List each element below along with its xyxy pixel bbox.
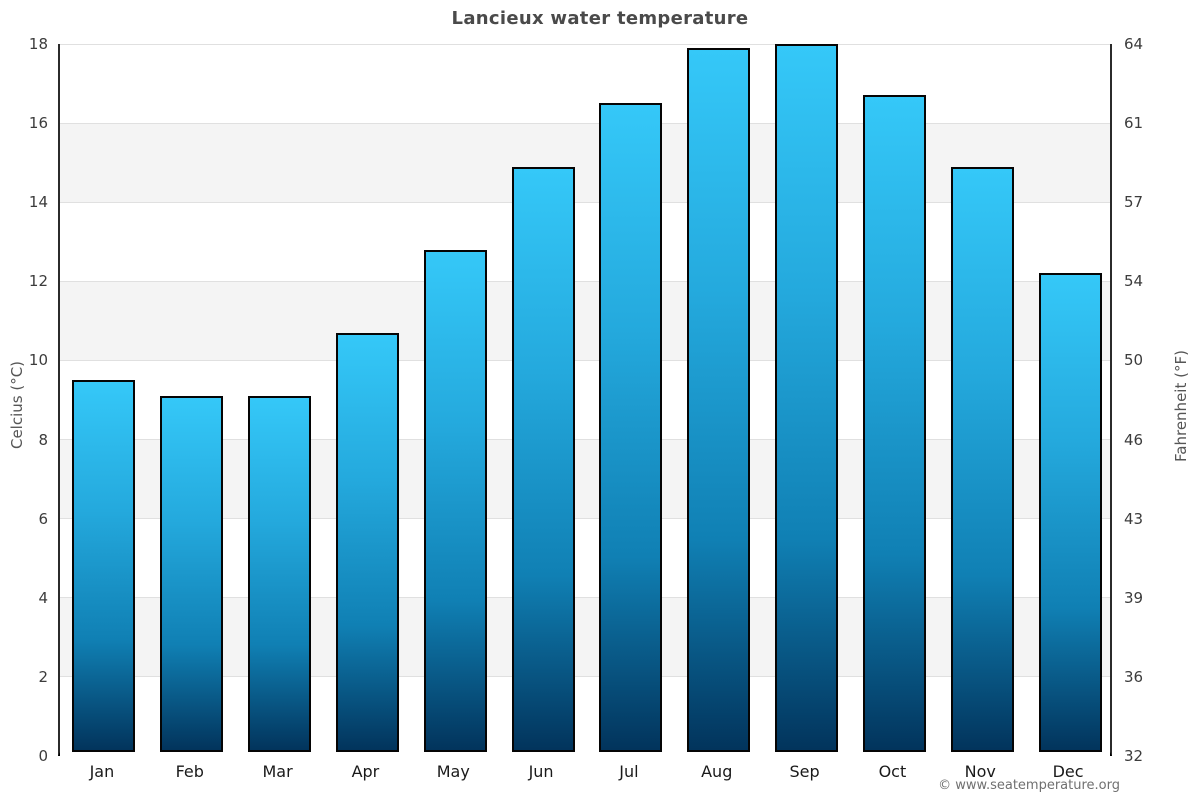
gridline-16c — [60, 122, 1110, 124]
plot-area — [58, 43, 1112, 756]
y-tick-4c: 4 — [38, 588, 48, 607]
gridline-12c — [60, 280, 1110, 282]
bar-may — [423, 249, 487, 752]
y-tick-32f: 32 — [1124, 747, 1144, 765]
bar-jan — [72, 380, 136, 752]
bar-apr — [335, 332, 399, 752]
x-tick-dec: Dec — [1052, 762, 1084, 781]
x-tick-sep: Sep — [789, 762, 820, 781]
plot-band — [60, 439, 1110, 519]
y-tick-18c: 18 — [28, 35, 48, 53]
bar-jun — [511, 166, 575, 752]
bar-mar — [248, 396, 312, 752]
y-tick-36f: 36 — [1124, 667, 1144, 686]
plot-band — [60, 281, 1110, 361]
y-tick-64f: 64 — [1124, 35, 1144, 53]
x-tick-feb: Feb — [175, 762, 204, 781]
y-tick-54f: 54 — [1124, 272, 1144, 291]
y-tick-16c: 16 — [28, 114, 48, 133]
bar-dec — [1038, 273, 1102, 752]
y-tick-12c: 12 — [28, 272, 48, 291]
plot-band — [60, 597, 1110, 677]
x-tick-apr: Apr — [351, 762, 380, 781]
bar-nov — [950, 166, 1014, 752]
plot-band — [60, 202, 1110, 282]
gridline-6c — [60, 518, 1110, 520]
x-tick-aug: Aug — [701, 762, 733, 781]
y-tick-46f: 46 — [1124, 430, 1144, 449]
y-tick-39f: 39 — [1124, 588, 1144, 607]
plot-band — [60, 676, 1110, 756]
y-tick-6c: 6 — [38, 509, 48, 528]
plot-band — [60, 518, 1110, 598]
bar-aug — [687, 47, 751, 752]
gridline-8c — [60, 439, 1110, 441]
x-tick-oct: Oct — [878, 762, 907, 781]
plot-band — [60, 360, 1110, 440]
plot-band — [60, 44, 1110, 124]
gridline-2c — [60, 676, 1110, 678]
y-tick-0c: 0 — [38, 747, 48, 765]
gridline-14c — [60, 201, 1110, 203]
gridline-18c — [60, 43, 1110, 45]
bar-feb — [160, 396, 224, 752]
x-tick-jan: Jan — [89, 762, 115, 781]
y-tick-57f: 57 — [1124, 193, 1144, 212]
y-axis-label-fahrenheit: Fahrenheit (°F) — [1172, 350, 1190, 462]
bar-jul — [599, 103, 663, 752]
y-tick-50f: 50 — [1124, 351, 1144, 370]
x-tick-may: May — [436, 762, 470, 781]
copyright-attribution: © www.seatemperature.org — [938, 778, 1120, 793]
x-tick-jul: Jul — [619, 762, 639, 781]
bar-oct — [862, 95, 926, 752]
x-tick-jun: Jun — [528, 762, 554, 781]
bar-sep — [775, 43, 839, 752]
y-tick-8c: 8 — [38, 430, 48, 449]
y-tick-43f: 43 — [1124, 509, 1144, 528]
chart-title: Lancieux water temperature — [451, 8, 749, 29]
y-tick-61f: 61 — [1124, 114, 1144, 133]
x-tick-nov: Nov — [964, 762, 996, 781]
gridline-10c — [60, 359, 1110, 361]
x-tick-mar: Mar — [262, 762, 293, 781]
gridline-4c — [60, 597, 1110, 599]
plot-band — [60, 123, 1110, 203]
y-tick-2c: 2 — [38, 667, 48, 686]
y-tick-14c: 14 — [28, 193, 48, 212]
y-tick-10c: 10 — [28, 351, 48, 370]
